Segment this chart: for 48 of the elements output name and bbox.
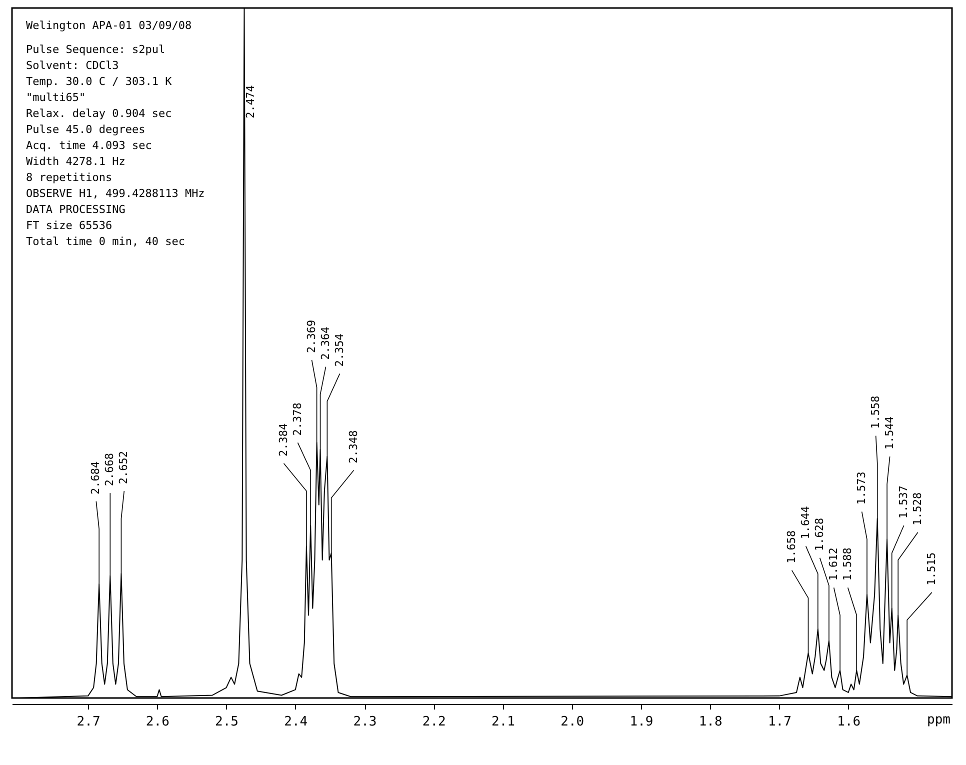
annotation: 2.354 [332,333,346,367]
x-axis-title: ppm [927,712,951,728]
text: Welington APA-01 03/09/08 [26,19,192,32]
annotation: Relax. delay 0.904 sec [26,107,172,120]
x-tick-label: 2.3 [353,714,377,730]
x-tick-label: 2.5 [215,714,239,730]
annotation: 2.364 [318,326,332,360]
annotation: Width 4278.1 Hz [26,155,126,168]
annotation: Temp. 30.0 C / 303.1 K [26,75,172,88]
annotation: "multi65" [26,91,86,104]
annotation: OBSERVE H1, 499.4288113 MHz [26,187,205,200]
x-tick-label: 1.7 [768,714,792,730]
annotation: 2.384 [276,423,290,456]
annotation: 1.544 [882,416,896,450]
annotation: 1.644 [798,506,812,540]
annotation: 8 repetitions [26,171,112,184]
annotation: 2.652 [117,450,130,484]
annotation: 2.474 [244,84,258,118]
annotation: 2.668 [103,453,116,486]
x-tick-label: 2.2 [422,714,446,730]
annotation: DATA PROCESSING [26,203,126,216]
annotation: 2.348 [346,430,360,464]
annotation: Total time 0 min, 40 sec [26,235,185,248]
annotation: 1.658 [784,530,798,564]
annotation: Pulse 45.0 degrees [26,123,146,136]
annotation: Acq. time 4.093 sec [26,139,152,152]
annotation: 1.515 [924,552,938,586]
x-tick-label: 2.4 [284,714,308,730]
annotation: 2.378 [290,402,304,436]
annotation: 1.528 [910,492,924,526]
x-tick-label: 2.0 [560,714,584,730]
annotation: 1.628 [812,518,826,552]
x-tick-label: 1.9 [630,714,654,730]
annotation: 1.588 [840,548,854,581]
annotation: 1.558 [868,396,882,429]
annotation: 1.612 [826,548,840,581]
annotation: 1.537 [896,485,910,519]
x-tick-label: 2.7 [76,714,100,730]
annotation: Pulse Sequence: s2pul [26,43,166,56]
x-tick-label: 1.8 [698,714,722,730]
annotation: 2.684 [89,460,102,494]
annotation: 1.573 [854,472,868,505]
annotation: 2.369 [304,320,318,353]
x-tick-label: 2.1 [491,714,515,730]
x-tick-label: 1.6 [837,714,861,730]
annotation: FT size 65536 [26,219,112,232]
annotation: Solvent: CDCl3 [26,59,119,72]
x-tick-label: 2.6 [146,714,170,730]
